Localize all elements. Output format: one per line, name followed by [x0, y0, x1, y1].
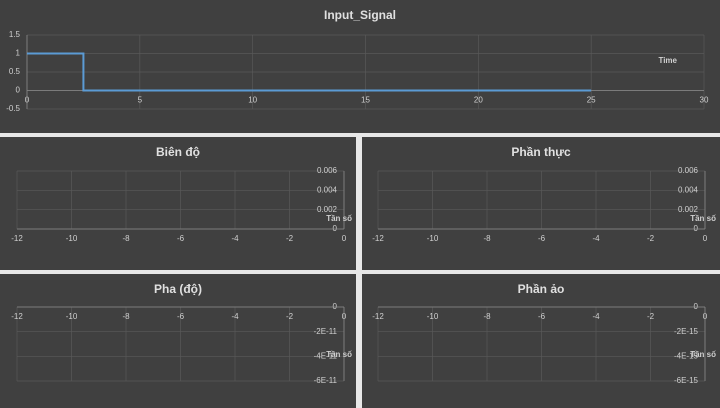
y-tick-label: -6E-11: [314, 376, 338, 385]
y-tick-label: 0.006: [678, 166, 699, 175]
chart-panel: [0, 0, 720, 133]
x-tick-label: 30: [700, 96, 709, 105]
y-tick-label: -0.5: [6, 104, 20, 113]
y-tick-label: 0.006: [317, 166, 338, 175]
y-tick-label: 0.004: [678, 185, 699, 194]
x-tick-label: -8: [122, 312, 130, 321]
x-tick-label: -12: [372, 312, 384, 321]
x-tick-label: -2: [286, 312, 294, 321]
x-tick-label: 20: [474, 96, 483, 105]
chart-panel: [362, 137, 720, 270]
x-tick-label: 25: [587, 96, 596, 105]
x-tick-label: -8: [122, 234, 130, 243]
y-tick-label: -6E-15: [674, 376, 699, 385]
y-tick-label: -4E-11: [314, 351, 338, 360]
x-tick-label: -6: [177, 312, 185, 321]
y-tick-label: 0.5: [9, 67, 21, 76]
x-tick-label: -4: [231, 312, 239, 321]
x-tick-label: 0: [703, 234, 708, 243]
axis-title: Tần số: [326, 214, 352, 223]
y-tick-label: 0.004: [317, 185, 338, 194]
x-tick-label: 5: [138, 96, 143, 105]
y-tick-label: 0: [16, 86, 21, 95]
x-tick-label: -6: [538, 234, 546, 243]
y-tick-label: -2E-11: [314, 327, 338, 336]
axis-title: Tần số: [690, 350, 716, 359]
x-tick-label: -4: [231, 234, 239, 243]
x-tick-label: -2: [647, 234, 655, 243]
y-tick-label: -4E-15: [674, 351, 699, 360]
x-tick-label: 15: [361, 96, 370, 105]
x-tick-label: -6: [177, 234, 185, 243]
x-tick-label: -10: [427, 234, 439, 243]
x-tick-label: -12: [11, 312, 23, 321]
x-tick-label: -10: [66, 234, 78, 243]
x-tick-label: -8: [483, 234, 491, 243]
x-tick-label: -10: [66, 312, 78, 321]
y-tick-label: 1: [16, 49, 21, 58]
x-tick-label: -12: [11, 234, 23, 243]
y-tick-label: 0.002: [317, 205, 338, 214]
x-tick-label: -6: [538, 312, 546, 321]
axis-title: Time: [658, 56, 677, 65]
chart-panel: [0, 274, 356, 408]
chart-title: Phần ảo: [518, 282, 565, 296]
x-tick-label: -8: [483, 312, 491, 321]
y-tick-label: 1.5: [9, 30, 21, 39]
chart-title: Pha (độ): [154, 282, 202, 296]
x-tick-label: 10: [248, 96, 257, 105]
chart-title: Biên độ: [156, 145, 200, 159]
chart-panel: [362, 274, 720, 408]
axis-title: Tần số: [690, 214, 716, 223]
x-tick-label: -12: [372, 234, 384, 243]
x-tick-label: 0: [342, 234, 347, 243]
x-tick-label: -4: [592, 312, 600, 321]
chart-title: Input_Signal: [324, 8, 396, 22]
axis-title: Tần số: [326, 350, 352, 359]
chart-title: Phần thực: [511, 145, 571, 159]
x-tick-label: -10: [427, 312, 439, 321]
x-tick-label: -2: [286, 234, 294, 243]
y-tick-label: -2E-15: [674, 327, 699, 336]
x-tick-label: -2: [647, 312, 655, 321]
x-tick-label: -4: [592, 234, 600, 243]
chart-panel: [0, 137, 356, 270]
y-tick-label: 0.002: [678, 205, 699, 214]
signal-line: [27, 52, 592, 92]
